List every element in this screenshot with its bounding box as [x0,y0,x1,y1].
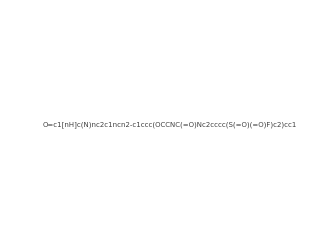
Text: O=c1[nH]c(N)nc2c1ncn2-c1ccc(OCCNC(=O)Nc2cccc(S(=O)(=O)F)c2)cc1: O=c1[nH]c(N)nc2c1ncn2-c1ccc(OCCNC(=O)Nc2… [42,121,297,128]
